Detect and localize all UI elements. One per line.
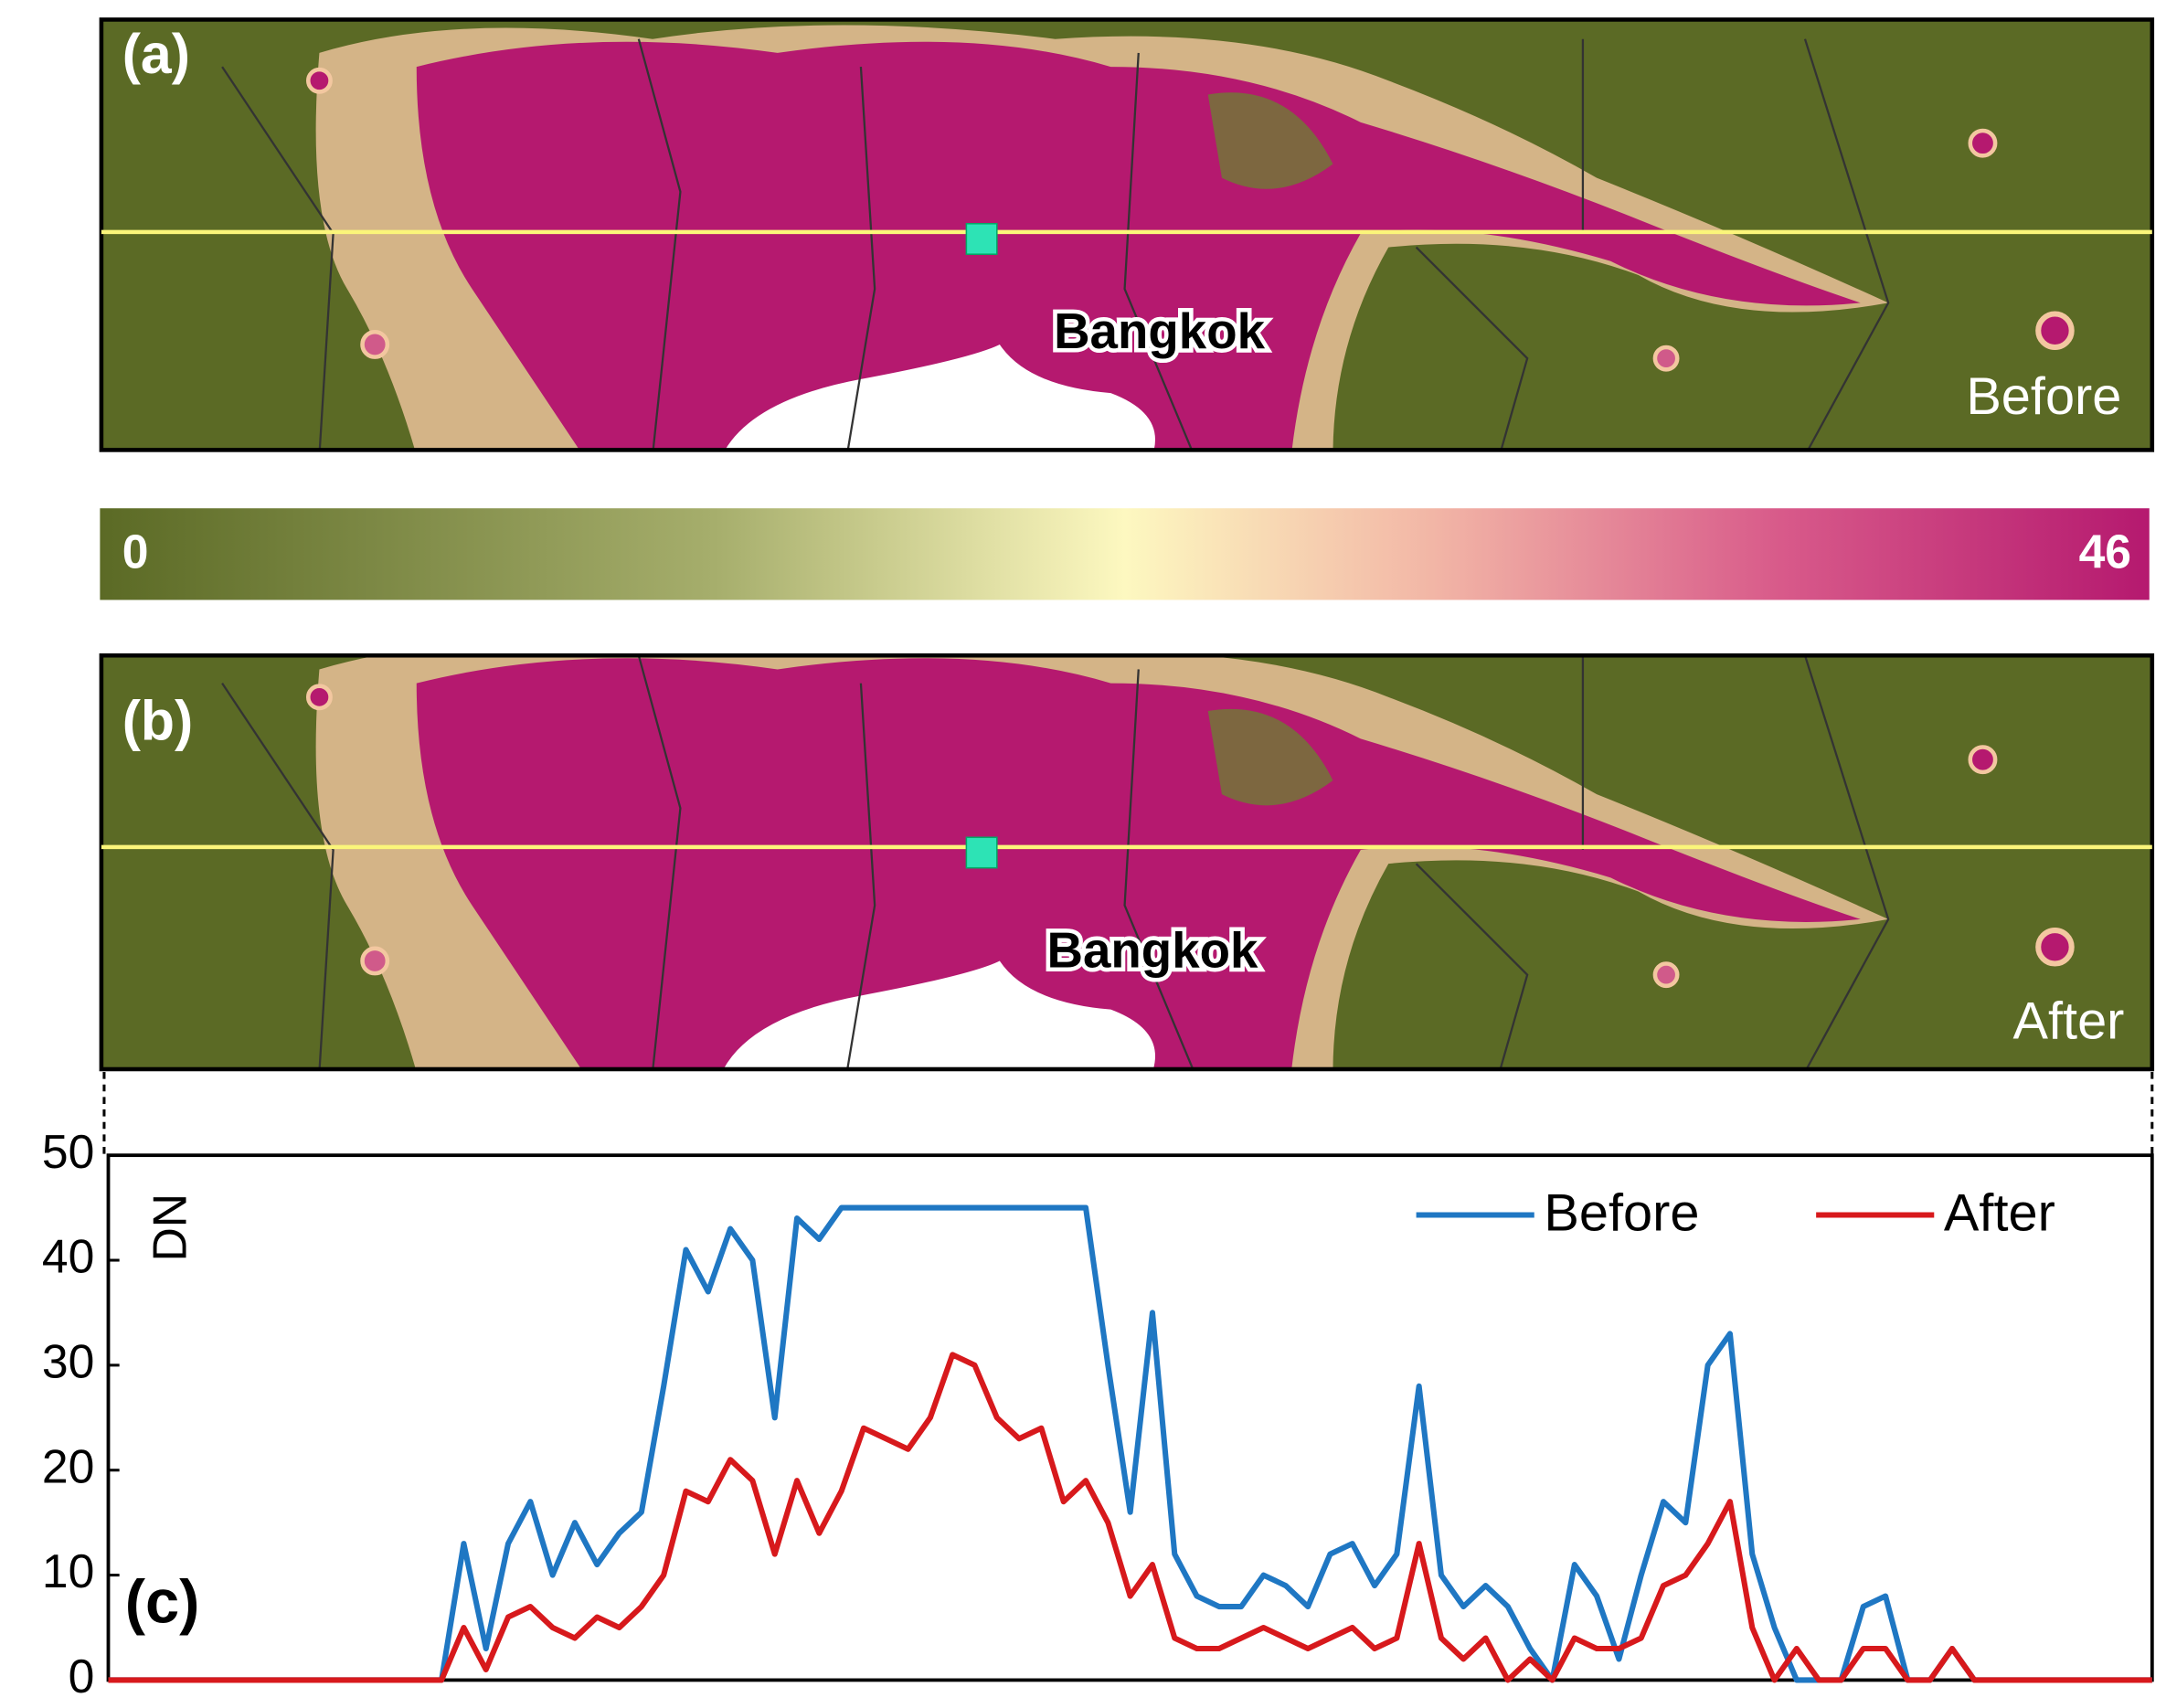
colorbar-min: 0 [122, 525, 149, 578]
plot-frame [106, 1153, 2154, 1682]
marker [965, 223, 998, 255]
legend-label: After [1944, 1183, 2055, 1242]
state-label: Before [1966, 367, 2121, 426]
city-label: Bangkok [1054, 302, 1266, 359]
panel-label: (c) [125, 1568, 200, 1637]
city-label: Bangkok [1046, 921, 1258, 978]
panel-label: (a) [122, 23, 190, 85]
colorbar-max: 46 [2079, 525, 2131, 578]
legend-label: Before [1544, 1183, 1699, 1242]
line-series [108, 1352, 2152, 1683]
map-frame [99, 17, 2155, 452]
y-tick-label: 30 [42, 1335, 94, 1388]
colorbar [100, 508, 2150, 600]
map-frame [99, 652, 2155, 1072]
y-axis-label: DN [143, 1193, 196, 1262]
y-tick-label: 0 [69, 1650, 95, 1703]
y-tick-label: 10 [42, 1544, 94, 1597]
marker [965, 836, 998, 869]
map-after [101, 628, 2152, 1072]
y-tick-label: 50 [42, 1125, 94, 1178]
y-tick-label: 40 [42, 1230, 94, 1283]
panel-label: (b) [122, 689, 194, 751]
y-tick-label: 20 [42, 1439, 94, 1492]
state-label: After [2013, 992, 2125, 1051]
line-series [108, 1204, 2152, 1683]
